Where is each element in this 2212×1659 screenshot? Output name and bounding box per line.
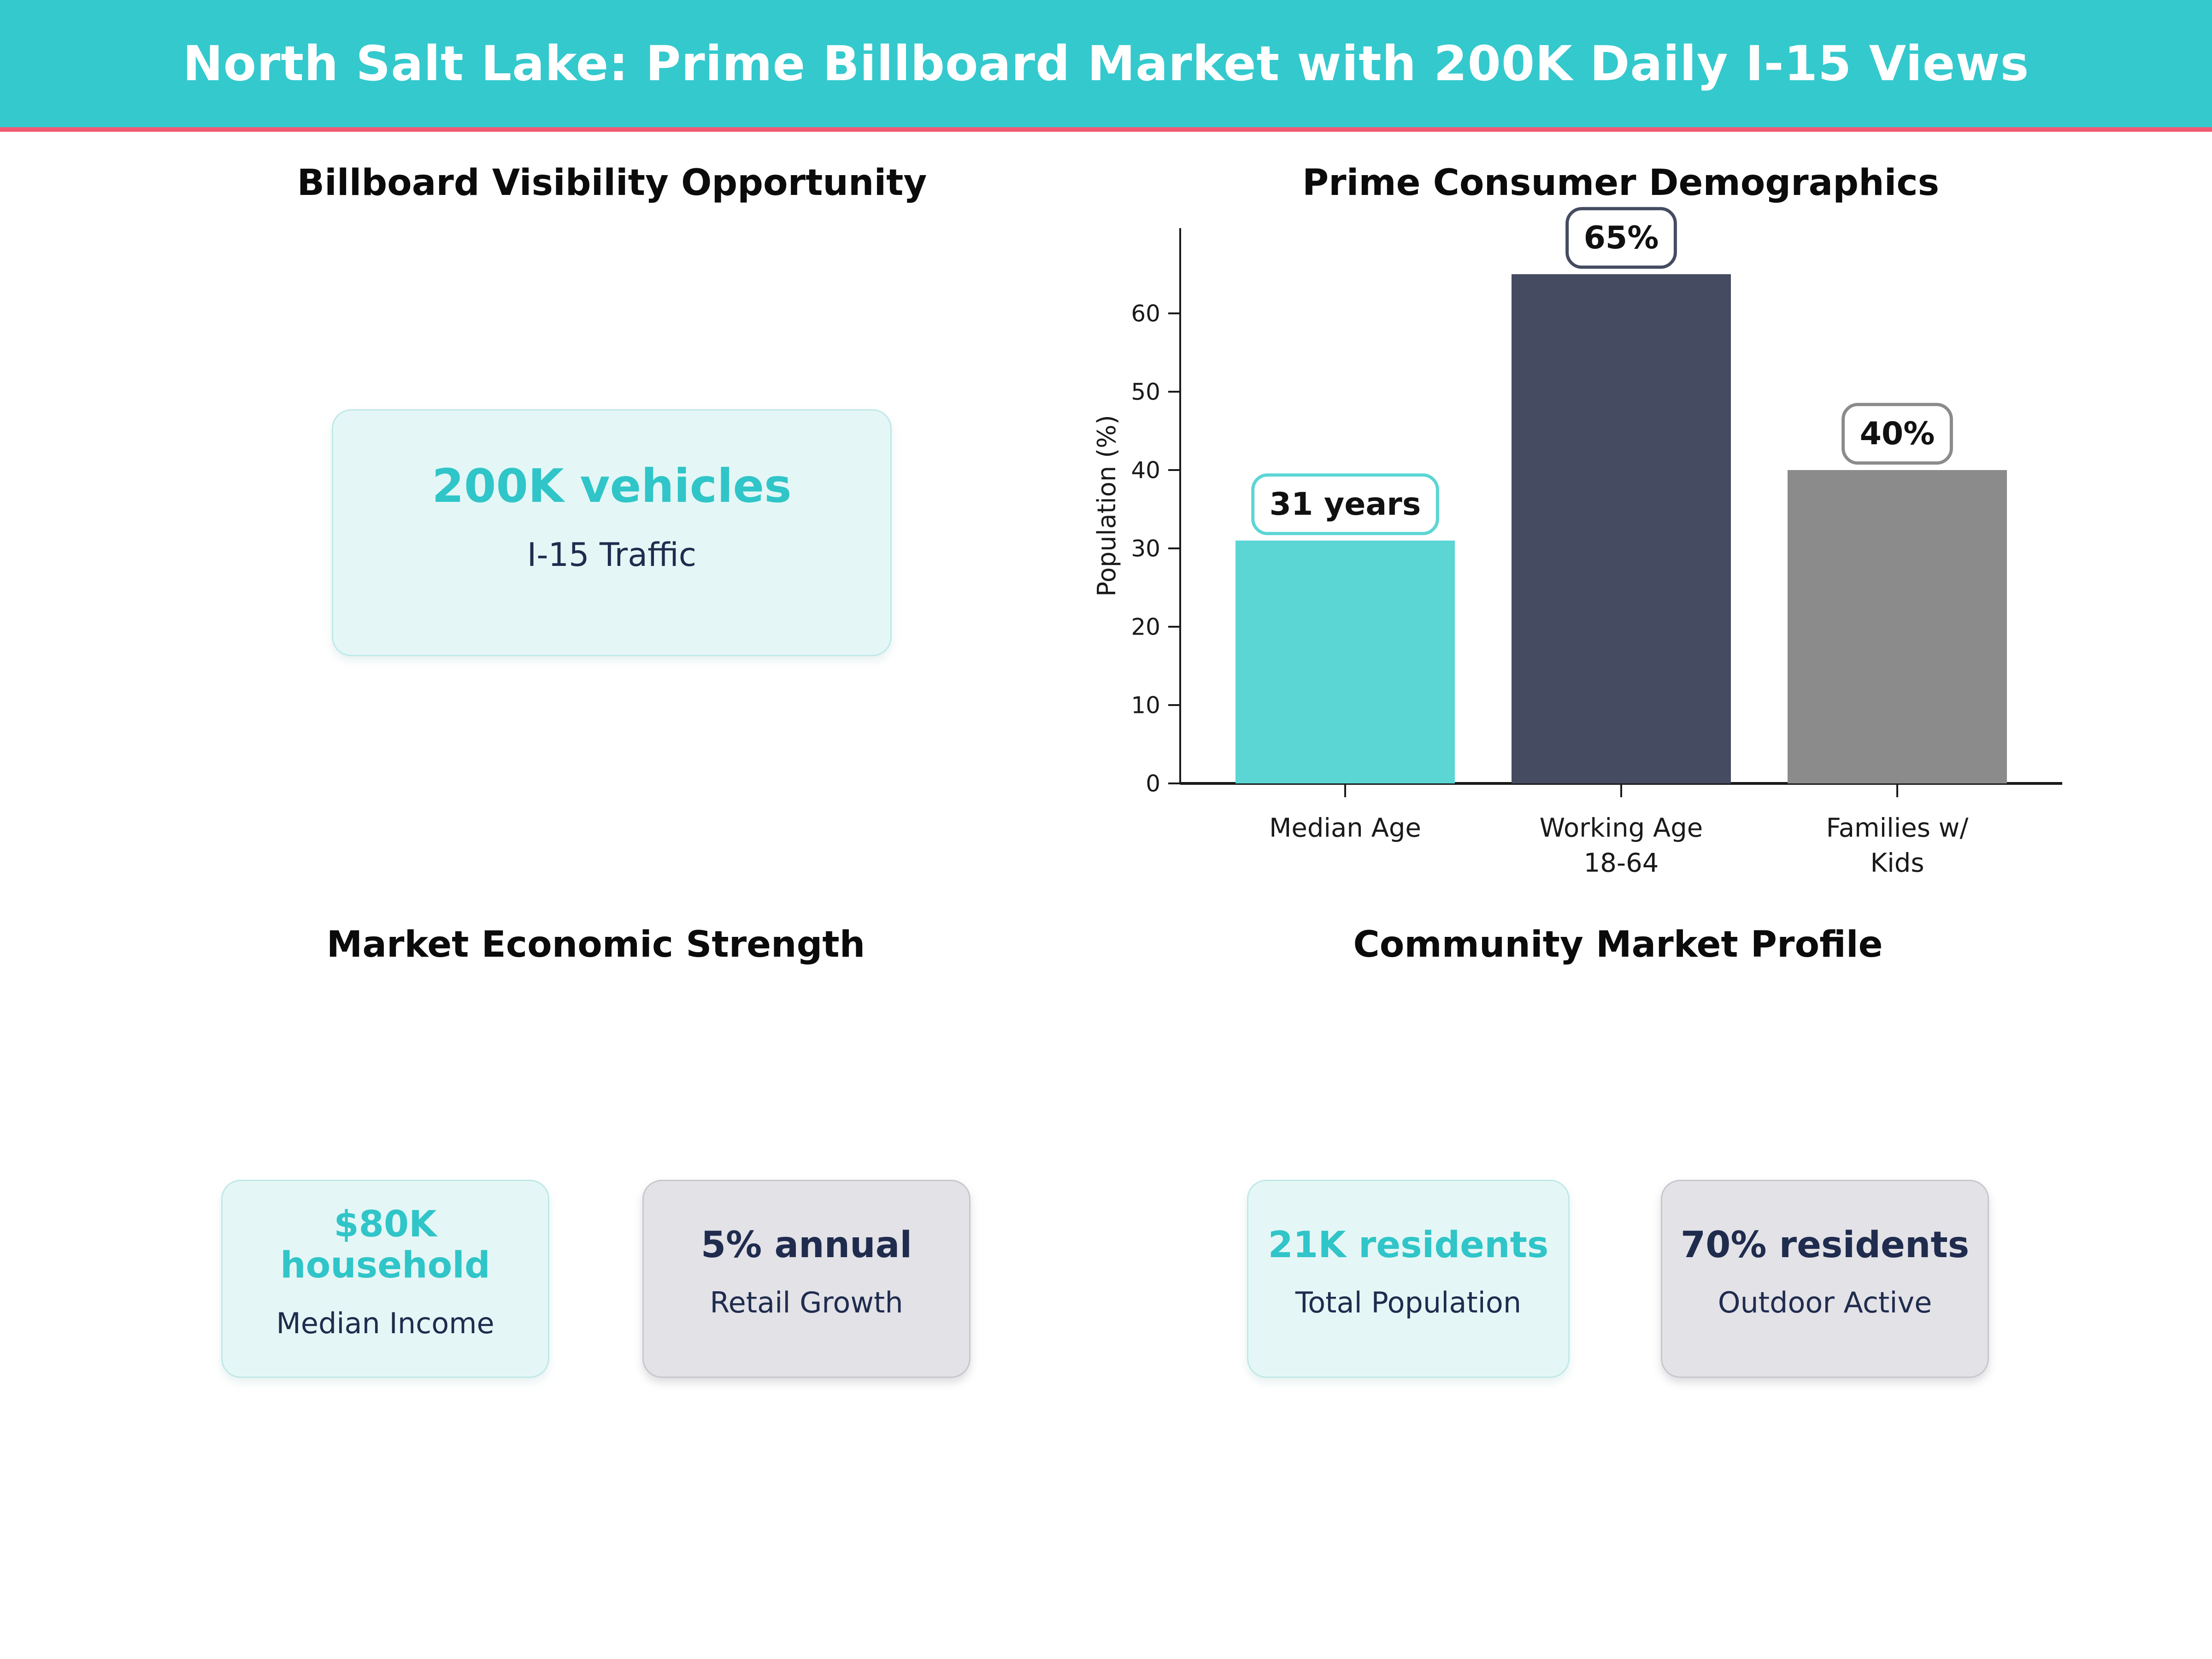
y-tick-label: 0 — [1146, 771, 1160, 797]
retail-growth-stat-label: Retail Growth — [710, 1286, 903, 1320]
total-population-stat-label: Total Population — [1295, 1286, 1522, 1320]
outdoor-active-stat-card: 70% residents Outdoor Active — [1661, 1180, 1989, 1378]
outdoor-active-stat-value: 70% residents — [1680, 1224, 1970, 1266]
median-income-stat-label: Median Income — [276, 1306, 494, 1341]
traffic-stat-card: 200K vehicles I-15 Traffic — [332, 409, 892, 656]
billboard-section-title: Billboard Visibility Opportunity — [297, 162, 927, 204]
page-title: North Salt Lake: Prime Billboard Market … — [182, 35, 2030, 92]
demographics-section-title: Prime Consumer Demographics — [1302, 162, 1940, 204]
bar-value-label: 31 years — [1270, 486, 1421, 523]
header-banner: North Salt Lake: Prime Billboard Market … — [0, 0, 2212, 127]
x-category-label: 18-64 — [1584, 848, 1659, 878]
y-tick-label: 60 — [1131, 300, 1160, 327]
traffic-stat-value: 200K vehicles — [432, 459, 792, 513]
y-tick-label: 20 — [1131, 614, 1160, 641]
bar-value-label-box — [1251, 473, 1439, 535]
median-income-stat-card: $80K household Median Income — [221, 1180, 549, 1378]
x-category-label: Working Age — [1540, 813, 1703, 843]
x-category-label: Kids — [1870, 848, 1924, 878]
y-axis-label: Population (%) — [1092, 415, 1121, 596]
bar-value-label-box — [1841, 403, 1953, 465]
economic-section-title: Market Economic Strength — [326, 924, 865, 965]
y-tick-label: 50 — [1131, 379, 1160, 406]
median-income-stat-value: $80K household — [280, 1203, 490, 1287]
bar-value-label: 65% — [1584, 220, 1659, 256]
y-tick-label: 40 — [1131, 457, 1160, 484]
traffic-stat-label: I-15 Traffic — [527, 536, 697, 574]
bar-value-label: 40% — [1860, 416, 1935, 452]
total-population-stat-card: 21K residents Total Population — [1247, 1180, 1570, 1378]
retail-growth-stat-card: 5% annual Retail Growth — [642, 1180, 971, 1378]
bar-working-age — [1512, 274, 1731, 783]
outdoor-active-stat-label: Outdoor Active — [1718, 1286, 1932, 1320]
community-section-title: Community Market Profile — [1353, 924, 1883, 965]
bar-value-label-box — [1565, 207, 1677, 269]
retail-growth-stat-value: 5% annual — [700, 1224, 912, 1266]
header-accent-bar — [0, 127, 2212, 132]
total-population-stat-value: 21K residents — [1268, 1224, 1549, 1266]
bar-median-age — [1235, 541, 1455, 783]
x-category-label: Families w/ — [1826, 813, 1969, 843]
y-tick-label: 10 — [1131, 692, 1160, 719]
bar-families-w- — [1788, 470, 2007, 783]
x-category-label: Median Age — [1269, 813, 1421, 843]
y-tick-label: 30 — [1131, 535, 1160, 562]
demographics-bar-chart: 0 10 20 30 40 50 60 Population (%) Median Age 31 … — [1092, 207, 2062, 878]
